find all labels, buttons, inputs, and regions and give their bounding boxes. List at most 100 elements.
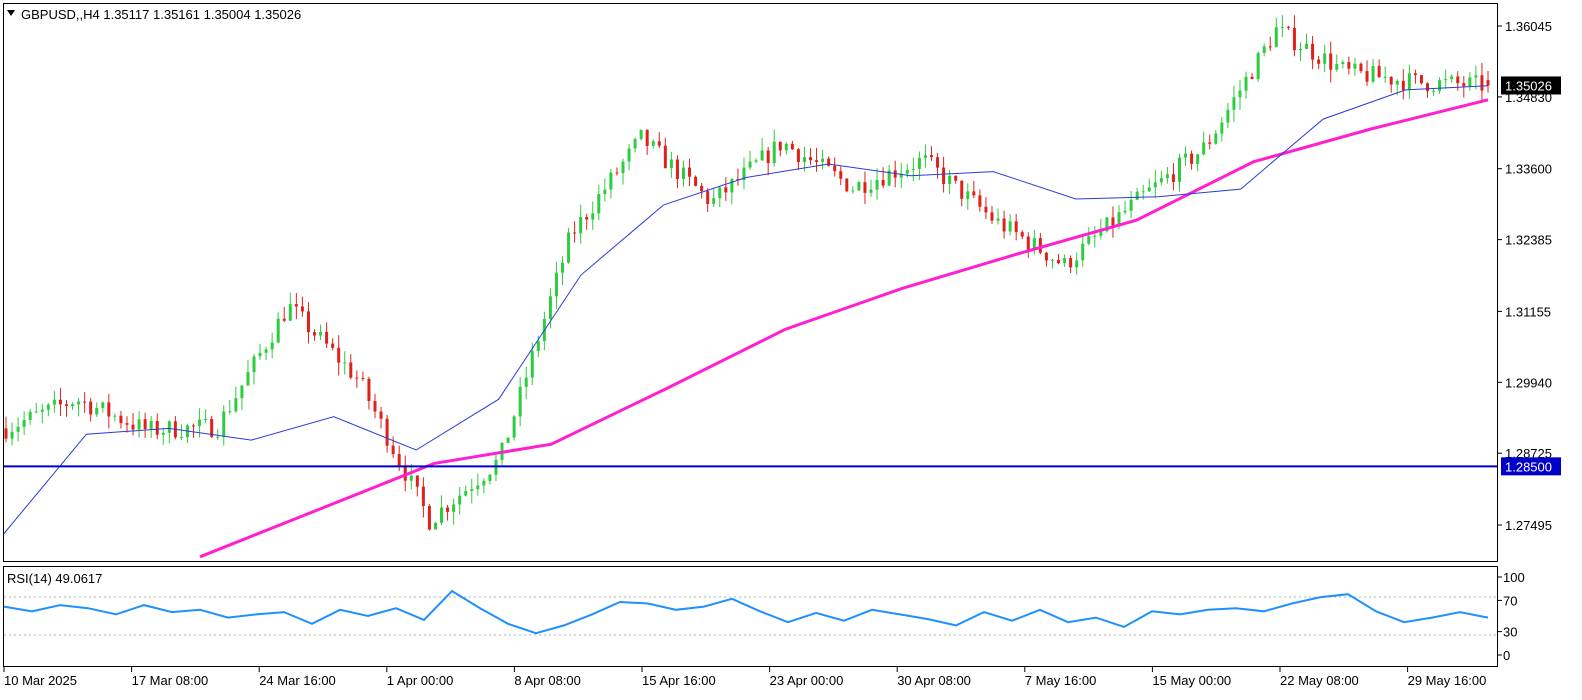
candle-body (585, 217, 589, 220)
time-tick-label: 30 Apr 08:00 (897, 673, 971, 688)
candle-body (58, 399, 62, 405)
candle-body (355, 377, 359, 379)
candle-body (615, 172, 619, 174)
candle-body (760, 150, 764, 161)
candle-body (276, 318, 280, 343)
candle-body (1401, 80, 1405, 91)
candle-body (1347, 62, 1351, 69)
candle-body (403, 465, 407, 481)
candle-body (1214, 133, 1218, 144)
candle-body (1171, 174, 1175, 182)
candle-body (996, 218, 1000, 221)
candle-body (294, 304, 298, 307)
candle-body (1298, 48, 1302, 51)
candle-body (917, 157, 921, 169)
candle-body (361, 377, 365, 379)
candle-body (748, 161, 752, 168)
triangle-down-icon[interactable] (7, 10, 15, 16)
candle-body (1075, 260, 1079, 268)
candle-body (252, 356, 256, 373)
candle-body (28, 411, 32, 421)
candle-body (548, 296, 552, 319)
time-tick-label: 7 May 16:00 (1025, 673, 1097, 688)
time-tick-label: 15 May 00:00 (1152, 673, 1231, 688)
candle-body (1311, 43, 1315, 60)
candle-body (1450, 76, 1454, 80)
candle-body (554, 272, 558, 297)
candle-body (1081, 243, 1085, 261)
candle-body (1220, 122, 1224, 134)
candle-body (306, 311, 310, 333)
price-tick-label: 1.33600 (1505, 162, 1552, 177)
candle-body (1190, 153, 1194, 164)
candle-body (222, 411, 226, 437)
candle-body (1032, 238, 1036, 250)
time-tick-label: 29 May 16:00 (1408, 673, 1487, 688)
candle-body (627, 148, 631, 162)
candle-body (603, 189, 607, 195)
candle-body (1026, 236, 1030, 250)
candle-body (936, 157, 940, 168)
candle-body (46, 404, 50, 410)
candle-body (923, 155, 927, 158)
candle-body (506, 437, 510, 443)
candle-body (1341, 62, 1345, 64)
time-tick-label: 22 May 08:00 (1280, 673, 1359, 688)
candle-body (663, 145, 667, 169)
candle-body (573, 232, 577, 234)
time-tick-label: 1 Apr 00:00 (387, 673, 454, 688)
candle-body (1044, 252, 1048, 261)
candle-body (95, 407, 99, 415)
rsi-axis: 100 70 30 0 (1497, 570, 1525, 663)
candle-body (839, 171, 843, 179)
candle-body (1323, 53, 1327, 64)
candle-body (476, 485, 480, 490)
candle-body (1057, 259, 1061, 264)
candle-body (1383, 76, 1387, 78)
candle-body (1038, 238, 1042, 253)
candle-body (282, 318, 286, 321)
candle-body (179, 437, 183, 439)
candle-body (966, 191, 970, 199)
candle-body (1413, 73, 1417, 76)
candle-body (1196, 154, 1200, 164)
candle-body (312, 332, 316, 336)
candle-body (452, 504, 456, 512)
candle-body (343, 362, 347, 364)
candle-body (331, 343, 335, 348)
candle-body (1444, 79, 1448, 81)
rsi-tick-label: 70 (1503, 593, 1517, 608)
candle-body (809, 157, 813, 161)
current-price-label-bg (1501, 76, 1561, 95)
rsi-tick-label: 30 (1503, 625, 1517, 640)
candle-body (1371, 65, 1375, 82)
candle-body (1226, 109, 1230, 123)
time-tick-label: 8 Apr 08:00 (514, 673, 581, 688)
ma-slow-line (199, 98, 1489, 559)
candle-body (796, 149, 800, 163)
candle-body (192, 425, 196, 427)
rsi-title: RSI(14) 49.0617 (7, 571, 102, 586)
candle-body (1432, 90, 1436, 92)
candle-body (597, 194, 601, 214)
candle-body (10, 431, 14, 439)
candle-body (518, 386, 522, 417)
candle-body (1438, 80, 1442, 91)
price-tick-label: 1.36045 (1505, 19, 1552, 34)
candle-body (1123, 210, 1127, 213)
candle-body (512, 416, 516, 438)
candle-body (881, 179, 885, 186)
candle-body (863, 182, 867, 193)
candle-body (942, 167, 946, 185)
candle-body (718, 187, 722, 199)
candle-body (1359, 63, 1363, 72)
candle-body (1286, 26, 1290, 28)
candle-body (198, 419, 202, 426)
candle-body (1008, 221, 1012, 232)
ma-fast-line (3, 85, 1489, 534)
candle-body (681, 167, 685, 179)
candle-body (367, 378, 371, 402)
candle-body (1014, 221, 1018, 233)
candle-body (1159, 178, 1163, 183)
